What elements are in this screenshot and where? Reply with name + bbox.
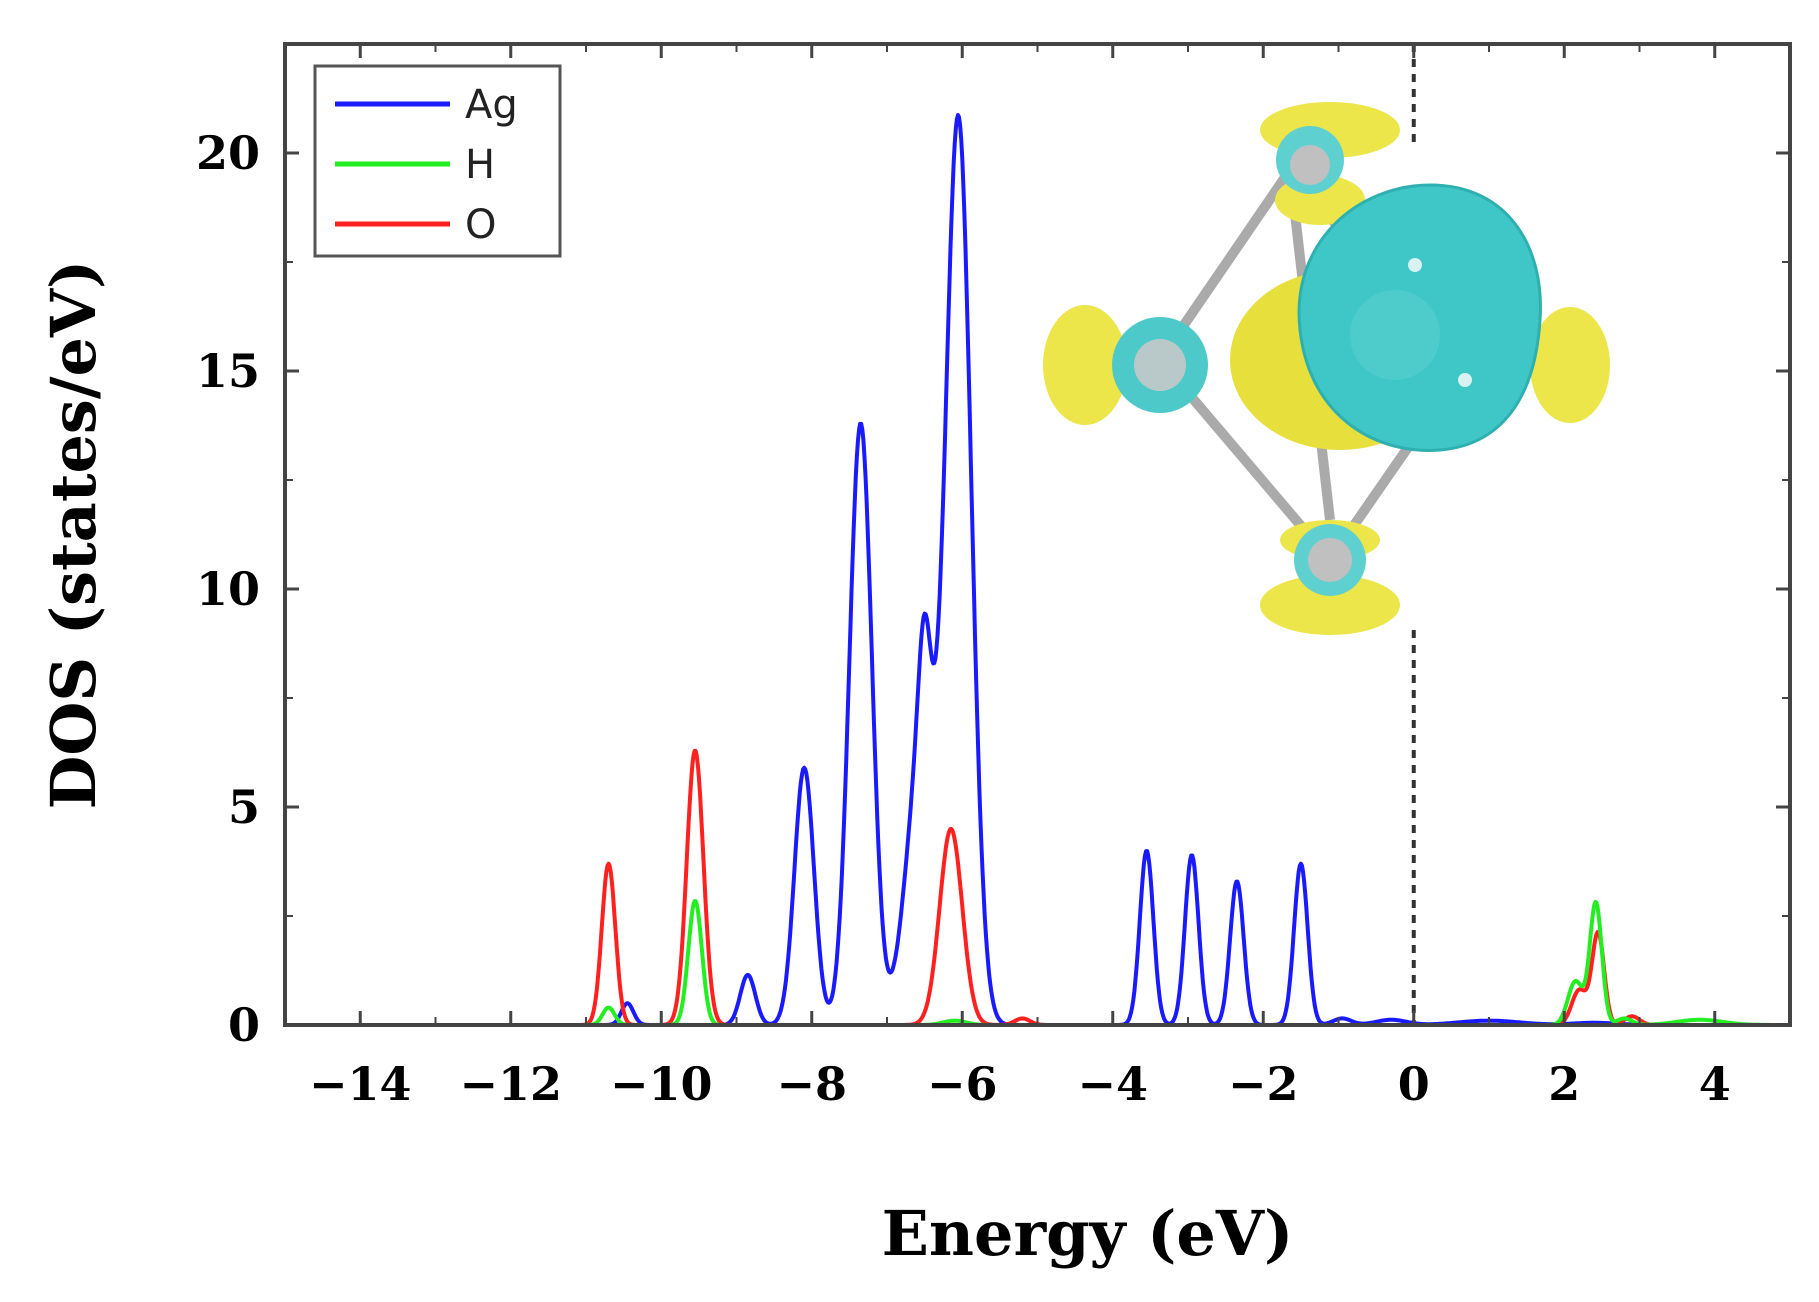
y-tick-label: 20: [196, 126, 260, 180]
series-line-o: [284, 748, 1791, 1027]
x-tick-label: 2: [1548, 1057, 1580, 1111]
ag-atom-top: [1290, 145, 1330, 185]
x-tick-label: −14: [309, 1057, 412, 1111]
x-tick-label: −4: [1077, 1057, 1148, 1111]
legend: Ag HO: [313, 64, 562, 258]
x-tick-label: 0: [1398, 1057, 1430, 1111]
x-tick-label: −2: [1228, 1057, 1299, 1111]
x-tick-label: −12: [459, 1057, 562, 1111]
y-tick-label: 0: [228, 998, 260, 1052]
y-tick-label: 15: [196, 344, 260, 398]
isosurface-lobe-bottom: [1260, 575, 1400, 635]
x-tick-label: −8: [776, 1057, 847, 1111]
y-axis-title: DOS (states/eV): [37, 260, 110, 810]
y-tick-label: 5: [228, 780, 260, 834]
x-tick-label: −10: [610, 1057, 713, 1111]
ag-atom-bottom: [1308, 538, 1352, 582]
isosurface-cyan-highlight: [1350, 290, 1440, 380]
ag-atom-left: [1134, 339, 1186, 391]
x-tick-label: −6: [927, 1057, 998, 1111]
ticks-group: −14 −12 −10 −8 −6 −4 −2 0 2 4 0 5 10 15 20: [196, 44, 1790, 1111]
legend-box: [313, 64, 562, 258]
legend-label-ag: Ag: [465, 82, 518, 128]
x-axis-title: Energy (eV): [882, 1197, 1294, 1270]
y-tick-label: 10: [196, 562, 260, 616]
isosurface-lobe-left: [1043, 305, 1127, 425]
legend-label-o: O: [465, 202, 496, 248]
isosurface-lobe-right: [1530, 307, 1610, 423]
legend-label-h: H: [465, 142, 495, 188]
h-atom-1: [1408, 258, 1422, 272]
series-line-h: [284, 899, 1791, 1027]
charge-density-inset: [1043, 102, 1610, 635]
x-tick-label: 4: [1699, 1057, 1731, 1111]
h-atom-2: [1458, 373, 1472, 387]
